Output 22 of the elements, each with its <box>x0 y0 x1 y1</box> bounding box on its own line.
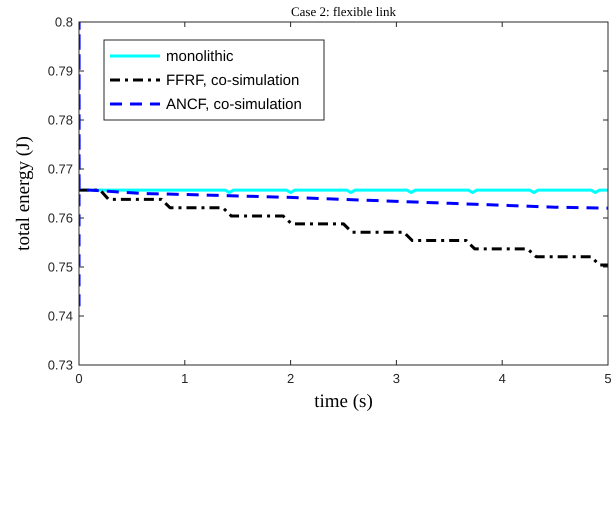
chart-title: Case 2: flexible link <box>290 4 397 19</box>
y-axis-title: total energy (J) <box>13 136 34 251</box>
x-tick-label: 0 <box>75 371 83 386</box>
y-tick-label: 0.78 <box>48 112 73 128</box>
y-tick-label: 0.75 <box>48 260 73 274</box>
y-tick-label: 0.79 <box>48 64 73 78</box>
y-tick-label: 0.74 <box>48 308 73 324</box>
y-tick-label: 0.77 <box>48 162 73 176</box>
x-tick-label: 2 <box>286 371 294 386</box>
y-tick-label: 0.73 <box>48 358 73 372</box>
y-tick-label: 0.8 <box>54 14 73 30</box>
line-series <box>79 22 608 308</box>
x-tick-label: 1 <box>181 371 188 386</box>
legend-label: ANCF, co-simulation <box>166 96 302 113</box>
legend-label: monolithic <box>166 48 234 65</box>
y-tick-label: 0.76 <box>48 210 73 226</box>
x-axis-title: time (s) <box>314 391 373 412</box>
x-tick-label: 3 <box>392 371 400 386</box>
legend-label: FFRF, co-simulation <box>166 72 300 89</box>
x-tick-label: 4 <box>498 371 506 386</box>
x-tick-label: 5 <box>604 371 612 386</box>
line-series <box>79 188 608 267</box>
